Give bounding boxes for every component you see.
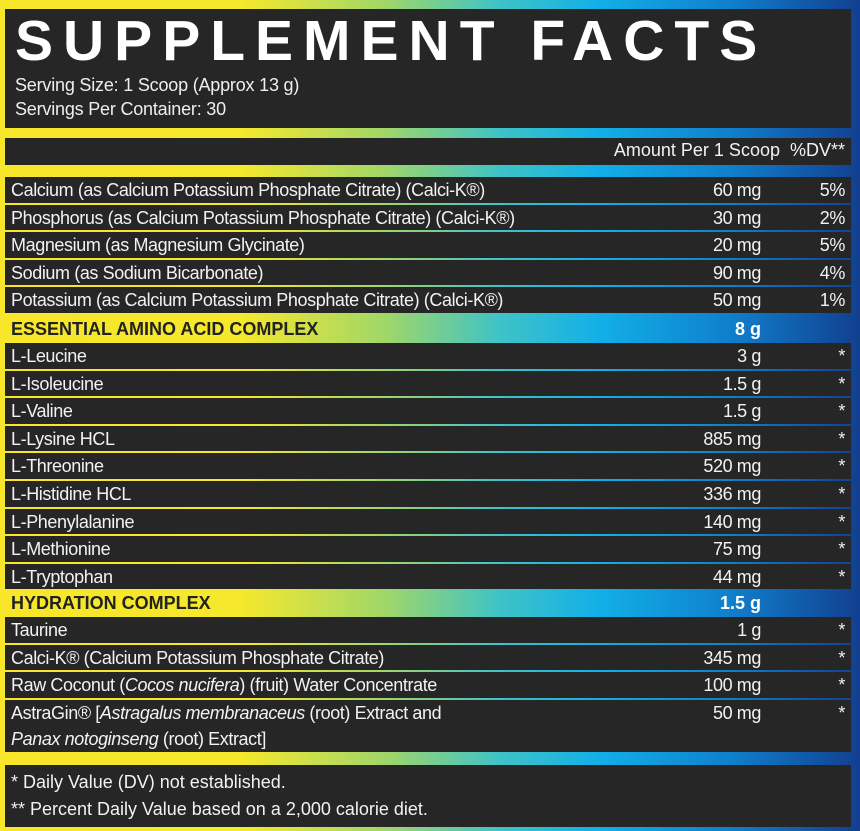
- ingredient-row: Calcium (as Calcium Potassium Phosphate …: [5, 177, 851, 203]
- servings-per-container: Servings Per Container: 30: [15, 99, 226, 119]
- ingredient-dv: *: [838, 539, 845, 560]
- column-header: Amount Per 1 Scoop %DV**: [5, 138, 851, 165]
- ingredient-amount: 90 mg: [712, 262, 761, 283]
- ingredient-amount: 60 mg: [712, 180, 761, 200]
- name-part: AstraGin® [: [11, 702, 100, 723]
- ingredient-amount: 50 mg: [712, 702, 761, 723]
- ingredient-row: Taurine 1 g *: [5, 617, 851, 643]
- ingredient-row: L-Threonine 520 mg *: [5, 453, 851, 479]
- ingredient-dv: *: [838, 511, 845, 532]
- ingredient-dv: *: [838, 401, 845, 422]
- ingredient-row: Potassium (as Calcium Potassium Phosphat…: [5, 287, 851, 313]
- ingredient-amount: 30 mg: [712, 207, 761, 228]
- ingredient-row: Sodium (as Sodium Bicarbonate) 90 mg 4%: [5, 259, 851, 286]
- ingredient-amount: 336 mg: [703, 483, 761, 504]
- ingredient-dv: *: [838, 373, 845, 394]
- ingredient-dv: *: [838, 483, 845, 504]
- ingredient-row: AstraGin® [Astragalus membranaceus (root…: [5, 699, 851, 752]
- ingredient-name: Taurine: [11, 620, 68, 640]
- ingredient-row: Calci-K® (Calcium Potassium Phosphate Ci…: [5, 644, 851, 671]
- ingredient-dv: *: [838, 428, 845, 449]
- hydration-section: HYDRATION COMPLEX 1.5 g Taurine 1 g * Ca…: [5, 590, 851, 754]
- ingredient-amount: 100 mg: [703, 675, 761, 696]
- ingredient-amount: 1 g: [737, 620, 761, 640]
- ingredient-dv: *: [838, 346, 845, 366]
- name-part: Raw Coconut (: [11, 675, 125, 696]
- ingredient-name: Magnesium (as Magnesium Glycinate): [11, 235, 305, 256]
- ingredient-amount: 3 g: [737, 346, 761, 366]
- ingredient-name: Potassium (as Calcium Potassium Phosphat…: [11, 290, 504, 311]
- ingredient-name: AstraGin® [Astragalus membranaceus (root…: [11, 702, 442, 749]
- ingredient-name: L-Histidine HCL: [11, 483, 132, 504]
- ingredient-amount: 20 mg: [712, 235, 761, 256]
- ingredient-amount: 345 mg: [703, 647, 761, 668]
- ingredient-name: L-Isoleucine: [11, 373, 104, 394]
- ingredient-amount: 1.5 g: [722, 373, 761, 394]
- ingredient-dv: 5%: [819, 235, 846, 256]
- ingredient-dv: *: [838, 647, 845, 668]
- ingredient-row: Raw Coconut (Cocos nucifera) (fruit) Wat…: [5, 672, 851, 698]
- name-part: ) (fruit) Water Concentrate: [239, 675, 437, 696]
- latin-name: Panax notoginseng: [11, 728, 159, 749]
- ingredient-row: L-Valine 1.5 g *: [5, 398, 851, 424]
- ingredient-amount: 520 mg: [703, 456, 761, 477]
- ingredient-row: Magnesium (as Magnesium Glycinate) 20 mg…: [5, 232, 851, 258]
- ingredient-amount: 50 mg: [712, 290, 761, 311]
- name-part: (root) Extract]: [158, 728, 266, 749]
- ingredient-dv: 4%: [819, 262, 846, 283]
- footnotes: * Daily Value (DV) not established. ** P…: [5, 765, 851, 827]
- serving-size: Serving Size: 1 Scoop (Approx 13 g): [15, 75, 300, 95]
- section-title: HYDRATION COMPLEX: [11, 593, 211, 613]
- ingredient-dv: *: [838, 702, 845, 723]
- ingredient-name: L-Leucine: [11, 346, 87, 366]
- ingredient-row: L-Tryptophan 44 mg *: [5, 563, 851, 590]
- section-header: ESSENTIAL AMINO ACID COMPLEX 8 g: [5, 316, 851, 342]
- ingredient-dv: *: [838, 620, 845, 640]
- latin-name: Astragalus membranaceus: [99, 702, 305, 723]
- ingredient-row: L-Leucine 3 g *: [5, 343, 851, 369]
- ingredient-amount: 140 mg: [703, 511, 761, 532]
- ingredient-amount: 75 mg: [712, 539, 761, 560]
- section-title: ESSENTIAL AMINO ACID COMPLEX: [11, 319, 319, 339]
- name-part: (root) Extract and: [304, 702, 442, 723]
- column-header-text: Amount Per 1 Scoop %DV**: [613, 140, 845, 160]
- ingredient-name: L-Tryptophan: [11, 566, 113, 587]
- ingredient-row: L-Histidine HCL 336 mg *: [5, 480, 851, 507]
- ingredient-dv: 2%: [819, 207, 846, 228]
- ingredient-row: L-Methionine 75 mg *: [5, 536, 851, 562]
- latin-name: Cocos nucifera: [124, 675, 240, 696]
- ingredient-name: Phosphorus (as Calcium Potassium Phospha…: [11, 207, 515, 228]
- ingredient-name: L-Methionine: [11, 539, 111, 560]
- ingredient-dv: 1%: [819, 290, 846, 311]
- ingredient-dv: *: [838, 675, 845, 696]
- ingredient-name: L-Phenylalanine: [11, 511, 135, 532]
- section-amount: 8 g: [734, 319, 761, 339]
- section-header: HYDRATION COMPLEX 1.5 g: [5, 590, 851, 616]
- ingredient-amount: 44 mg: [712, 566, 761, 587]
- ingredient-dv: 5%: [819, 180, 846, 200]
- ingredient-row: L-Lysine HCL 885 mg *: [5, 425, 851, 452]
- minerals-list: Calcium (as Calcium Potassium Phosphate …: [5, 177, 851, 315]
- ingredient-row: Phosphorus (as Calcium Potassium Phospha…: [5, 204, 851, 231]
- ingredient-dv: *: [838, 456, 845, 477]
- ingredient-name: L-Lysine HCL: [11, 428, 115, 449]
- ingredient-row: L-Isoleucine 1.5 g *: [5, 370, 851, 397]
- ingredient-dv: *: [838, 566, 845, 587]
- ingredient-name: Raw Coconut (Cocos nucifera) (fruit) Wat…: [11, 675, 437, 695]
- ingredient-row: L-Phenylalanine 140 mg *: [5, 508, 851, 535]
- ingredient-name: Calci-K® (Calcium Potassium Phosphate Ci…: [11, 647, 384, 668]
- ingredient-name: Sodium (as Sodium Bicarbonate): [11, 262, 264, 283]
- section-amount: 1.5 g: [719, 593, 761, 613]
- eaa-section: ESSENTIAL AMINO ACID COMPLEX 8 g L-Leuci…: [5, 316, 851, 591]
- title-panel: SUPPLEMENT FACTS Serving Size: 1 Scoop (…: [5, 9, 851, 128]
- page-title: SUPPLEMENT FACTS: [15, 9, 768, 73]
- ingredient-name: Calcium (as Calcium Potassium Phosphate …: [11, 180, 485, 200]
- footnote: ** Percent Daily Value based on a 2,000 …: [11, 799, 428, 819]
- ingredient-name: L-Threonine: [11, 456, 104, 477]
- footnote: * Daily Value (DV) not established.: [11, 772, 286, 792]
- ingredient-name: L-Valine: [11, 401, 73, 422]
- ingredient-amount: 1.5 g: [722, 401, 761, 422]
- ingredient-amount: 885 mg: [703, 428, 761, 449]
